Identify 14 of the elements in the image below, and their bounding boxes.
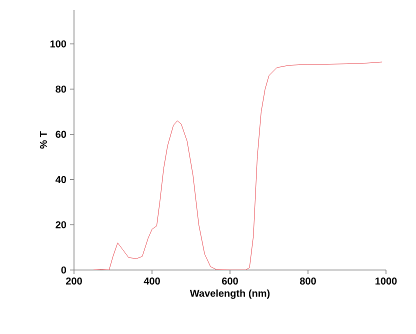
x-tick-label: 800 [300, 278, 316, 285]
y-tick-label: 100 [50, 40, 66, 48]
y-tick-label: 80 [56, 86, 66, 93]
y-tick-label: 20 [56, 221, 66, 228]
line-series [93, 62, 382, 270]
y-tick-label: 60 [56, 130, 66, 138]
x-tick-label: 400 [144, 278, 160, 285]
y-axis-title: % T [40, 131, 47, 149]
x-axis-title: Wavelength (nm) [190, 289, 270, 299]
x-tick-label: 1000 [376, 278, 397, 285]
x-tick-label: 200 [66, 278, 82, 285]
x-tick-label: 600 [222, 278, 238, 285]
y-tick-label: 0 [61, 266, 66, 274]
y-tick-label: 40 [56, 176, 66, 184]
